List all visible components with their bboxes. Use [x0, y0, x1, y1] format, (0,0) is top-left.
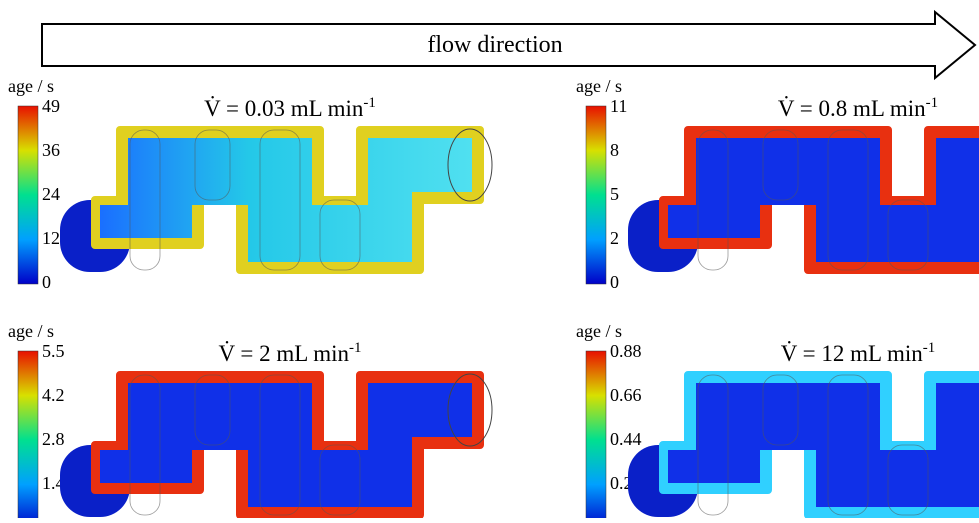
title-text: V̇ = 0.03 mL min: [204, 96, 364, 121]
pipe-segment: [319, 444, 361, 516]
pipe-body: [668, 383, 979, 507]
pipe-segment: [827, 374, 869, 516]
panel-title: V̇ = 0.8 mL min-1: [778, 95, 938, 121]
pipe-segment: [762, 374, 799, 446]
panel-title: V̇ = 12 mL min-1: [781, 340, 936, 366]
colorbar-tick-label: 0.66: [610, 385, 642, 405]
colorbar: [585, 105, 607, 285]
outlet: [447, 128, 493, 202]
colorbar-tick-label: 5.5: [42, 341, 65, 361]
colorbar-label: age / s: [576, 76, 622, 96]
colorbar: [17, 105, 39, 285]
pipe-body: [100, 138, 472, 262]
pipe-body: [100, 383, 472, 507]
colorbar-tick-label: 0: [42, 272, 51, 292]
pipe-segment: [194, 129, 231, 201]
pipe-segment: [827, 129, 869, 271]
colorbar-tick-label: 2.8: [42, 429, 65, 449]
colorbar-tick-label: 4.2: [42, 385, 65, 405]
colorbar-tick-label: 24: [42, 184, 60, 204]
pipe-segment: [887, 444, 929, 516]
title-superscript: -1: [349, 340, 362, 356]
pipe-segment: [259, 129, 301, 271]
colorbar-tick-label: 49: [42, 96, 60, 116]
pipe-segment: [319, 199, 361, 271]
colorbar-tick-label: 11: [610, 96, 627, 116]
title-text: V̇ = 0.8 mL min: [778, 96, 926, 121]
pipe-segment: [194, 374, 231, 446]
title-text: V̇ = 2 mL min: [218, 341, 349, 366]
pipe-segment: [129, 129, 161, 271]
panel: age / s49 36 24 12 0 V̇ = 0.03 mL min-1: [8, 76, 493, 292]
outlet: [447, 373, 493, 447]
pipe-segment: [887, 199, 929, 271]
colorbar: [17, 350, 39, 523]
colorbar-tick-label: 0.44: [610, 429, 642, 449]
colorbar-label: age / s: [8, 76, 54, 96]
pipe-segment: [129, 374, 161, 516]
title-superscript: -1: [923, 340, 936, 356]
pipe-segment: [697, 374, 729, 516]
panel: age / s5.54.22.81.40.0V̇ = 2 mL min-1: [8, 321, 493, 523]
pipe-segment: [697, 129, 729, 271]
colorbar: [585, 350, 607, 523]
title-superscript: -1: [926, 95, 939, 111]
title-text: V̇ = 12 mL min: [781, 341, 924, 366]
colorbar-tick-label: 5: [610, 184, 619, 204]
colorbar-tick-label: 1.4: [42, 473, 65, 493]
panel: age / s0.880.660.440.220.00V̇ = 12 mL mi…: [576, 321, 979, 523]
panel-title: V̇ = 2 mL min-1: [218, 340, 361, 366]
colorbar-tick-label: 0.88: [610, 341, 642, 361]
colorbar-label: age / s: [8, 321, 54, 341]
flow-arrow: [41, 9, 977, 81]
colorbar-tick-label: 0: [610, 272, 619, 292]
pipe-body: [668, 138, 979, 262]
pipe-segment: [259, 374, 301, 516]
colorbar-tick-label: 36: [42, 140, 60, 160]
arrow-label: flow direction: [427, 32, 562, 58]
pipe-segment: [762, 129, 799, 201]
panel: age / s11 8 5 2 0 V̇ = 0.8 mL min-1: [576, 76, 979, 292]
colorbar-tick-label: 12: [42, 228, 60, 248]
title-superscript: -1: [363, 95, 376, 111]
panel-title: V̇ = 0.03 mL min-1: [204, 95, 376, 121]
colorbar-tick-label: 2: [610, 228, 619, 248]
colorbar-label: age / s: [576, 321, 622, 341]
colorbar-tick-label: 8: [610, 140, 619, 160]
